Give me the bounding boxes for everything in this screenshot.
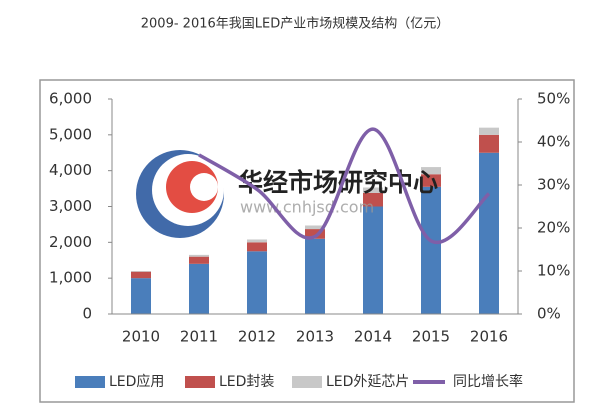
y-tick-label: 0 <box>82 305 92 323</box>
bar-segment <box>189 263 209 314</box>
bar-segment <box>305 238 325 314</box>
x-tick-label: 2014 <box>354 328 392 346</box>
y2-tick-label: 50% <box>537 90 570 108</box>
y2-tick-label: 0% <box>537 305 561 323</box>
bar-segment <box>421 174 441 187</box>
bar-segment <box>131 271 151 272</box>
bar-segment <box>479 134 499 153</box>
x-tick-label: 2012 <box>238 328 276 346</box>
bar-segment <box>189 254 209 257</box>
bar-segment <box>363 206 383 314</box>
bar-segment <box>363 187 383 193</box>
legend-label: LED应用 <box>109 373 164 390</box>
bar-segment <box>189 256 209 264</box>
bar-segment <box>131 271 151 279</box>
watermark-url: www.cnhjsd.com <box>240 198 374 217</box>
x-tick-label: 2016 <box>470 328 508 346</box>
x-tick-label: 2013 <box>296 328 334 346</box>
bar-segment <box>479 152 499 314</box>
bar-segment <box>247 239 267 243</box>
logo-cut <box>190 173 218 201</box>
y2-tick-label: 10% <box>537 262 570 280</box>
bar-segment <box>305 229 325 239</box>
legend-label: LED外延芯片 <box>326 374 409 390</box>
chart-title: 2009- 2016年我国LED产业市场规模及结构（亿元） <box>141 16 449 32</box>
bar-segment <box>363 192 383 207</box>
bar-segment <box>131 278 151 314</box>
frame <box>39 79 575 403</box>
y2-tick-label: 20% <box>537 219 570 237</box>
watermark-logo <box>136 150 224 238</box>
legend-swatch <box>292 376 322 388</box>
legend-label: 同比增长率 <box>453 373 523 390</box>
y-tick-label: 4,000 <box>49 161 92 179</box>
growth-line <box>198 127 491 245</box>
y-tick-label: 5,000 <box>49 125 92 143</box>
x-tick-label: 2011 <box>180 328 218 346</box>
bar-segment <box>247 251 267 314</box>
x-tick-label: 2015 <box>412 328 450 346</box>
bar-segment <box>421 167 441 175</box>
x-tick-label: 2010 <box>122 328 160 346</box>
legend-label: LED封装 <box>219 374 274 390</box>
bar-segment <box>421 186 441 314</box>
bar-segment <box>247 242 267 252</box>
legend-swatch <box>75 376 105 388</box>
y2-tick-label: 30% <box>537 176 570 194</box>
y-tick-label: 3,000 <box>49 197 92 215</box>
y-tick-label: 1,000 <box>49 269 92 287</box>
legend-swatch <box>185 376 215 388</box>
y-tick-label: 2,000 <box>49 233 92 251</box>
bar-segment <box>479 127 499 135</box>
bar-segment <box>305 225 325 230</box>
y2-tick-label: 40% <box>537 133 570 151</box>
y-tick-label: 6,000 <box>49 90 92 108</box>
